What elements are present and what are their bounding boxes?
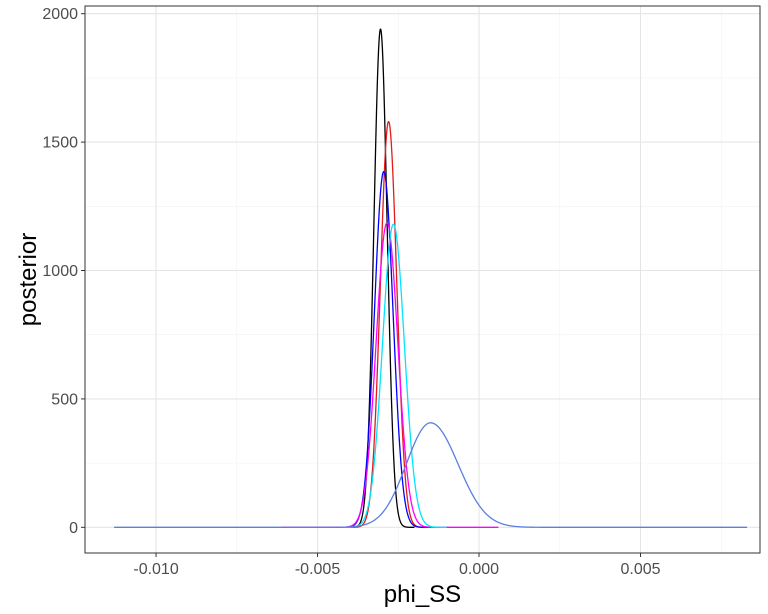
grid-lines bbox=[85, 6, 760, 553]
x-tick-label: -0.010 bbox=[133, 561, 178, 578]
x-axis-title: phi_SS bbox=[384, 581, 461, 608]
y-tick-label: 1500 bbox=[42, 135, 78, 152]
x-tick-label: 0.005 bbox=[620, 561, 660, 578]
density-series-5 bbox=[342, 223, 448, 528]
density-series-6 bbox=[114, 422, 748, 528]
y-tick-label: 2000 bbox=[42, 6, 78, 23]
x-tick-label: -0.005 bbox=[295, 561, 340, 578]
density-series-1 bbox=[349, 28, 415, 528]
y-tick-label: 500 bbox=[51, 391, 78, 408]
y-tick-label: 0 bbox=[69, 520, 78, 537]
x-tick-label: 0.000 bbox=[459, 561, 499, 578]
y-axis-title: posterior bbox=[15, 233, 42, 326]
y-tick-label: 1000 bbox=[42, 263, 78, 280]
density-series-2 bbox=[349, 120, 432, 528]
plot-border bbox=[84, 5, 761, 554]
axis-ticks: -0.010 -0.005 0.000 0.005 0 500 1000 1500 2000 bbox=[42, 6, 660, 578]
series-lines bbox=[114, 28, 748, 528]
